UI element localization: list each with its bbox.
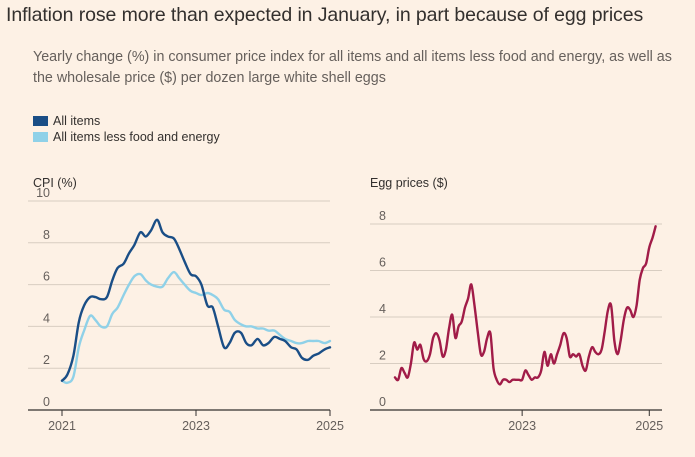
y-tick-label-cpi-6: 6 xyxy=(43,270,50,284)
legend-item-core: All items less food and energy xyxy=(33,129,220,145)
series-line-all-items-less-food-and-energy xyxy=(60,270,332,385)
y-tick-label-cpi-4: 4 xyxy=(43,311,50,325)
y-tick-label-eggs-8: 8 xyxy=(379,209,386,223)
legend: All items All items less food and energy xyxy=(33,113,220,145)
x-tick-label-eggs-2023: 2023 xyxy=(508,419,536,433)
y-tick-label-eggs-4: 4 xyxy=(379,302,386,316)
legend-item-all-items: All items xyxy=(33,113,220,129)
series-line-all-items xyxy=(60,218,332,382)
y-tick-label-cpi-2: 2 xyxy=(43,353,50,367)
legend-label-core: All items less food and energy xyxy=(53,130,220,144)
chart-subtitle: Yearly change (%) in consumer price inde… xyxy=(33,49,672,86)
y-tick-label-eggs-0: 0 xyxy=(379,395,386,409)
y-tick-label-cpi-0: 0 xyxy=(43,395,50,409)
y-tick-label-cpi-10: 10 xyxy=(36,186,50,200)
y-tick-label-eggs-2: 2 xyxy=(379,349,386,363)
legend-label-all-items: All items xyxy=(53,114,101,128)
chart-title: Inflation rose more than expected in Jan… xyxy=(6,4,644,26)
x-tick-label-cpi-2025: 2025 xyxy=(316,419,344,433)
x-tick-label-eggs-2025: 2025 xyxy=(635,419,663,433)
panel-title-eggs: Egg prices ($) xyxy=(370,176,448,190)
legend-swatch-core xyxy=(33,132,48,142)
series-line-egg-prices xyxy=(393,225,657,386)
x-tick-label-cpi-2021: 2021 xyxy=(48,419,76,433)
panel-title-cpi: CPI (%) xyxy=(33,176,77,190)
legend-swatch-all-items xyxy=(33,116,48,126)
y-tick-label-cpi-8: 8 xyxy=(43,228,50,242)
x-tick-label-cpi-2023: 2023 xyxy=(182,419,210,433)
y-tick-label-eggs-6: 6 xyxy=(379,256,386,270)
